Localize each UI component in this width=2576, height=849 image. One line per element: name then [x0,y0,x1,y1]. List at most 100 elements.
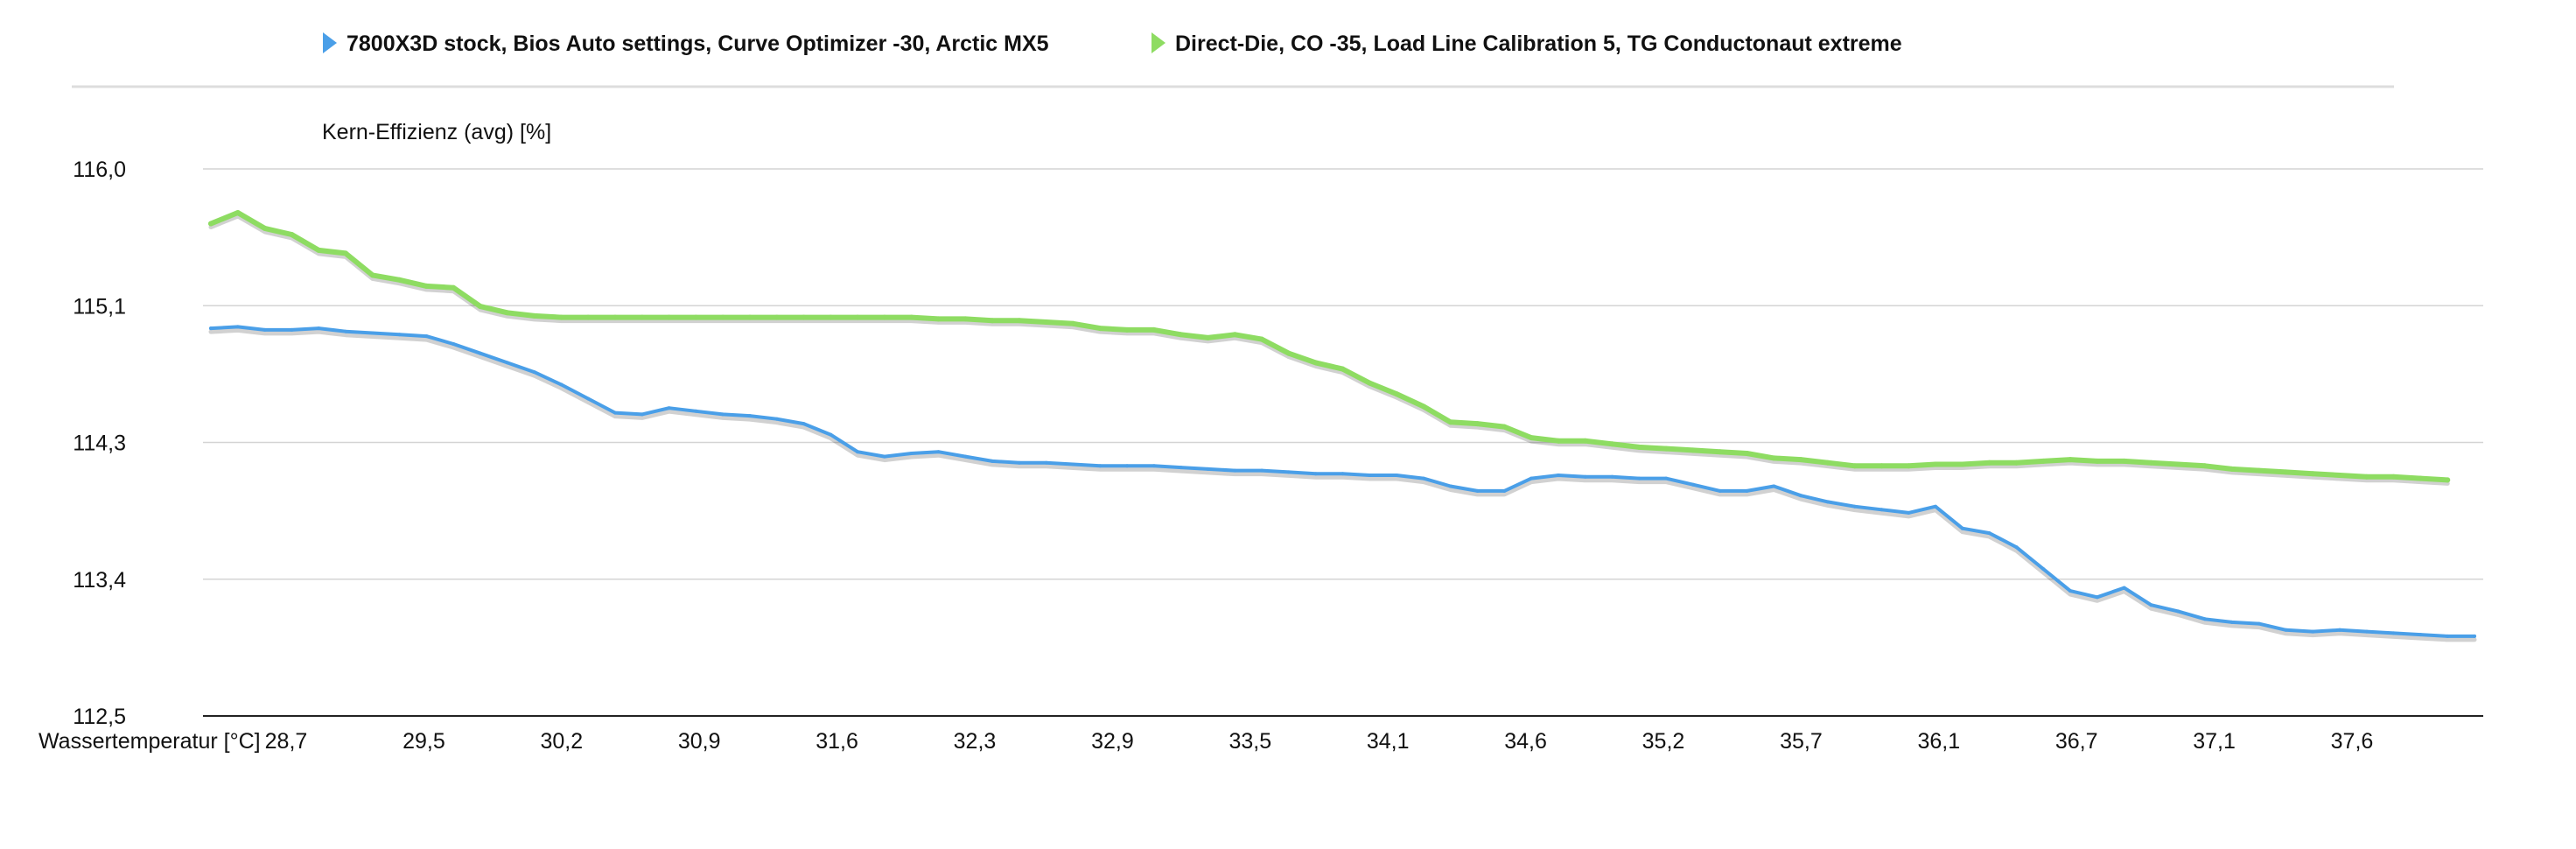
series-2-shadow [208,214,2450,486]
x-tick-label: 28,7 [265,729,308,754]
data-point [262,225,268,231]
data-point [720,314,726,320]
data-point [558,314,564,320]
data-point [962,316,969,322]
data-point [1986,460,1992,466]
data-point [262,327,267,332]
data-point [2364,629,2369,634]
data-point [1879,463,1885,469]
data-point [1260,468,1264,473]
x-tick-label: 30,2 [540,729,583,754]
data-point [1178,332,1184,338]
data-point [316,247,322,253]
data-point [585,314,592,320]
data-point [882,454,886,459]
data-point [1664,476,1669,481]
data-point [1556,474,1560,477]
data-point [1232,332,1238,338]
data-point [2149,603,2153,607]
data-point [990,318,996,324]
data-point [424,283,430,289]
data-point [1852,504,1857,509]
data-point [1934,504,1937,509]
data-point [2202,463,2208,469]
x-axis-ticks: 28,7 29,5 30,2 30,9 31,6 32,3 32,9 33,5 34,1 34,6… [265,729,2374,754]
data-point [2257,621,2261,626]
data-point [747,314,752,320]
data-point [694,409,698,413]
x-tick-label: 30,9 [678,729,721,754]
data-point [2229,466,2235,472]
data-point [1852,463,1858,469]
data-point [1367,380,1373,386]
data-point [290,327,294,332]
data-point [612,314,618,320]
data-point [1583,474,1587,479]
data-point [1071,462,1075,467]
data-point [1394,391,1400,397]
data-point [504,310,510,316]
data-point [1286,470,1291,474]
x-tick-label: 34,6 [1504,729,1547,754]
data-point [1555,438,1561,444]
data-point [1906,463,1912,469]
data-point [1447,419,1453,425]
data-point [1044,460,1048,465]
data-point [2095,595,2099,600]
x-tick-label: 35,7 [1780,729,1823,754]
legend-marker-series-2 [1152,32,1166,53]
data-point [1016,318,1022,324]
legend-label-series-1: 7800X3D stock, Bios Auto settings, Curve… [346,32,1049,56]
data-point [829,432,833,437]
data-point [935,316,942,322]
data-point [748,414,752,418]
series-lines [208,210,2477,642]
data-point [1663,446,1670,452]
data-point [1717,449,1723,455]
data-point [2148,460,2154,466]
data-point [2014,545,2019,550]
data-point [1206,467,1210,471]
data-point [693,314,699,320]
data-point [855,314,861,320]
data-point [1799,494,1803,498]
x-tick-label: 33,5 [1228,729,1271,754]
data-point [1070,320,1076,326]
data-point [936,450,941,454]
data-point [667,406,671,410]
data-point [1959,461,1965,467]
data-point [1744,451,1750,456]
data-point [640,412,644,417]
data-point [774,314,780,320]
data-point [1421,476,1425,481]
data-point [479,351,482,355]
data-point [1745,488,1749,493]
data-point [2310,471,2316,477]
data-point [1043,319,1049,325]
data-point [369,272,375,278]
data-point [2122,586,2126,590]
data-point [1368,474,1372,477]
x-axis-title: Wassertemperatur [°C] [38,729,261,754]
data-point [1690,447,1696,453]
data-point [721,412,725,417]
data-point [1395,474,1399,477]
data-point [234,210,241,215]
data-point [2013,460,2020,466]
data-point [532,370,536,375]
data-point [424,334,429,339]
legend: 7800X3D stock, Bios Auto settings, Curve… [72,32,2394,88]
data-point [1690,482,1695,487]
y-tick-label: 114,3 [73,432,126,456]
x-tick-label: 29,5 [402,729,445,754]
y-tick-label: 115,1 [73,294,126,319]
data-point [2418,633,2423,637]
series-1-shadow [208,327,2477,642]
data-point [209,326,213,331]
x-tick-label: 37,6 [2331,729,2374,754]
data-point [1475,488,1480,493]
data-point [1259,336,1265,342]
data-point [613,410,617,415]
legend-label-series-2: Direct-Die, CO -35, Load Line Calibratio… [1175,32,1902,56]
